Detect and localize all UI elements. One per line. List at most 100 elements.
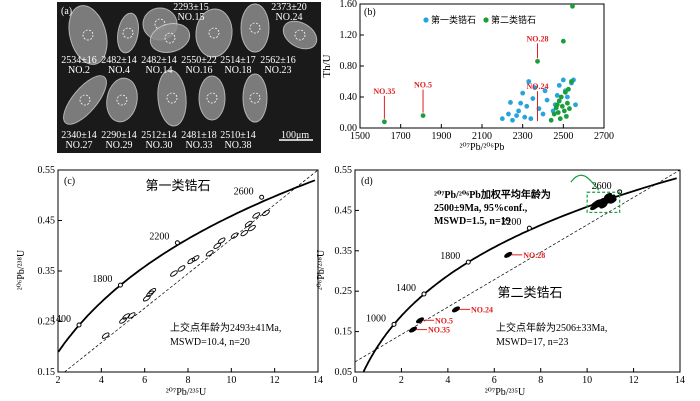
- x-tick-label: 0: [353, 375, 358, 386]
- annotation-label: NO.35: [373, 87, 395, 96]
- data-ellipse: [191, 255, 200, 262]
- data-ellipse: [252, 212, 261, 219]
- grain-age-label: 2510±14: [220, 130, 256, 141]
- y-tick-label: 0.35: [335, 246, 353, 257]
- zircon-grain: [157, 69, 187, 127]
- annotation-label: NO.24: [527, 82, 549, 91]
- data-ellipse: [248, 224, 256, 232]
- inset-line-2: 2500±9Ma, 95%conf.,: [434, 203, 528, 214]
- grain-age-label: 2293±15: [173, 2, 209, 13]
- grain-number-label: NO.38: [225, 140, 252, 151]
- grain-age-label: 2534±16: [61, 55, 97, 66]
- legend-marker: [423, 17, 429, 23]
- data-point: [518, 100, 524, 106]
- inset-line-1: ²⁰⁷Pb/²⁰⁶Pb加权平均年龄为: [434, 188, 551, 201]
- spot-circle: [164, 32, 176, 44]
- y-tick-label: 0.45: [38, 216, 56, 227]
- data-point: [532, 85, 538, 91]
- x-tick-label: 8: [538, 375, 543, 386]
- data-ellipse: [230, 232, 239, 239]
- grain-number-label: NO.18: [225, 65, 252, 76]
- panel-a-label: (a): [61, 6, 72, 17]
- mswd-annotation: MSWD=10.4, n=20: [170, 337, 250, 348]
- x-tick-label: 12: [629, 375, 639, 386]
- spot-circle: [294, 29, 306, 41]
- x-tick-label: 1700: [391, 131, 411, 142]
- x-tick-label: 2: [56, 375, 61, 386]
- x-tick-label: 10: [226, 375, 236, 386]
- data-ellipse: [177, 265, 186, 272]
- grain-age-label: 2482±14: [101, 55, 137, 66]
- data-ellipse: [504, 251, 513, 258]
- zircon-grains: [63, 3, 318, 127]
- data-point: [524, 103, 530, 109]
- grain-age-label: 2481±18: [181, 130, 217, 141]
- legend-marker: [483, 17, 489, 23]
- grain-age-label: 2562±16: [260, 55, 296, 66]
- panel-d-label: (d): [361, 176, 373, 187]
- y-tick-label: 1.20: [340, 30, 358, 41]
- grain-number-label: NO.33: [186, 140, 213, 151]
- data-point: [570, 3, 575, 9]
- data-point: [554, 102, 560, 108]
- spot-circle: [82, 29, 94, 41]
- data-point: [561, 108, 567, 114]
- data-ellipse: [599, 202, 608, 209]
- y-tick-label: 0.15: [335, 327, 353, 338]
- grain-age-label: 2482±14: [141, 55, 177, 66]
- data-point: [514, 113, 519, 118]
- legend-label: 第一类锆石: [431, 14, 476, 25]
- intercept-annotation: 上交点年龄为2493±41Ma,: [170, 321, 281, 334]
- y-tick-label: 0.25: [335, 286, 353, 297]
- data-point: [540, 111, 546, 117]
- data-point: [558, 94, 564, 100]
- y-tick-label: 1.60: [340, 0, 358, 10]
- x-tick-label: 2: [399, 375, 404, 386]
- grain-age-label: 2290±14: [101, 130, 137, 141]
- zircon-grain: [195, 8, 233, 58]
- data-point: [551, 111, 557, 117]
- chart-title: 第一类锆石: [145, 178, 210, 193]
- concordia-tick: [76, 322, 82, 328]
- data-point: [420, 113, 426, 118]
- data-point: [526, 79, 532, 84]
- x-tick-label: 12: [270, 375, 280, 386]
- data-point: [535, 58, 540, 64]
- data-point: [565, 100, 570, 106]
- y-tick-label: 0.55: [335, 165, 353, 176]
- data-ellipse: [122, 313, 131, 320]
- data-point: [567, 106, 572, 112]
- grain-number-label: NO.2: [68, 65, 90, 76]
- data-point: [555, 110, 561, 115]
- data-ellipse: [170, 270, 178, 277]
- x-tick-label: 14: [675, 375, 685, 386]
- spot-circle: [79, 94, 91, 106]
- scale-bar-label: 100μm: [281, 130, 309, 141]
- y-tick-label: 0.15: [38, 367, 56, 378]
- x-tick-label: 6: [142, 375, 147, 386]
- grain-number-label: NO.16: [186, 65, 213, 76]
- concordia-tick-label: 2600: [592, 181, 612, 192]
- data-ellipse: [604, 192, 613, 199]
- data-point: [556, 98, 562, 104]
- spot-label: NO.35: [428, 326, 450, 335]
- spot-circle: [249, 92, 261, 104]
- spot-circle: [206, 92, 218, 104]
- concordia-tick-label: 2200: [149, 232, 169, 243]
- panel-b-scatter: 1500 1700 1900 2100 2300 2500 2700 0.00 0.40 0.80…: [321, 0, 614, 153]
- data-point: [516, 108, 521, 114]
- x-tick-label: 2100: [472, 131, 492, 142]
- data-point: [544, 97, 550, 103]
- concordia-tick: [174, 240, 180, 246]
- zircon-grain: [149, 23, 191, 53]
- spot-circle: [122, 27, 134, 39]
- data-point: [528, 116, 534, 122]
- data-ellipse: [127, 312, 136, 319]
- annotation-label: NO.28: [527, 34, 549, 43]
- concordia-curve: [362, 177, 677, 372]
- grain-number-label: NO.14: [146, 65, 173, 76]
- y-tick-label: 0.40: [340, 92, 358, 103]
- data-ellipse: [148, 288, 157, 295]
- concordia-tick: [117, 282, 123, 288]
